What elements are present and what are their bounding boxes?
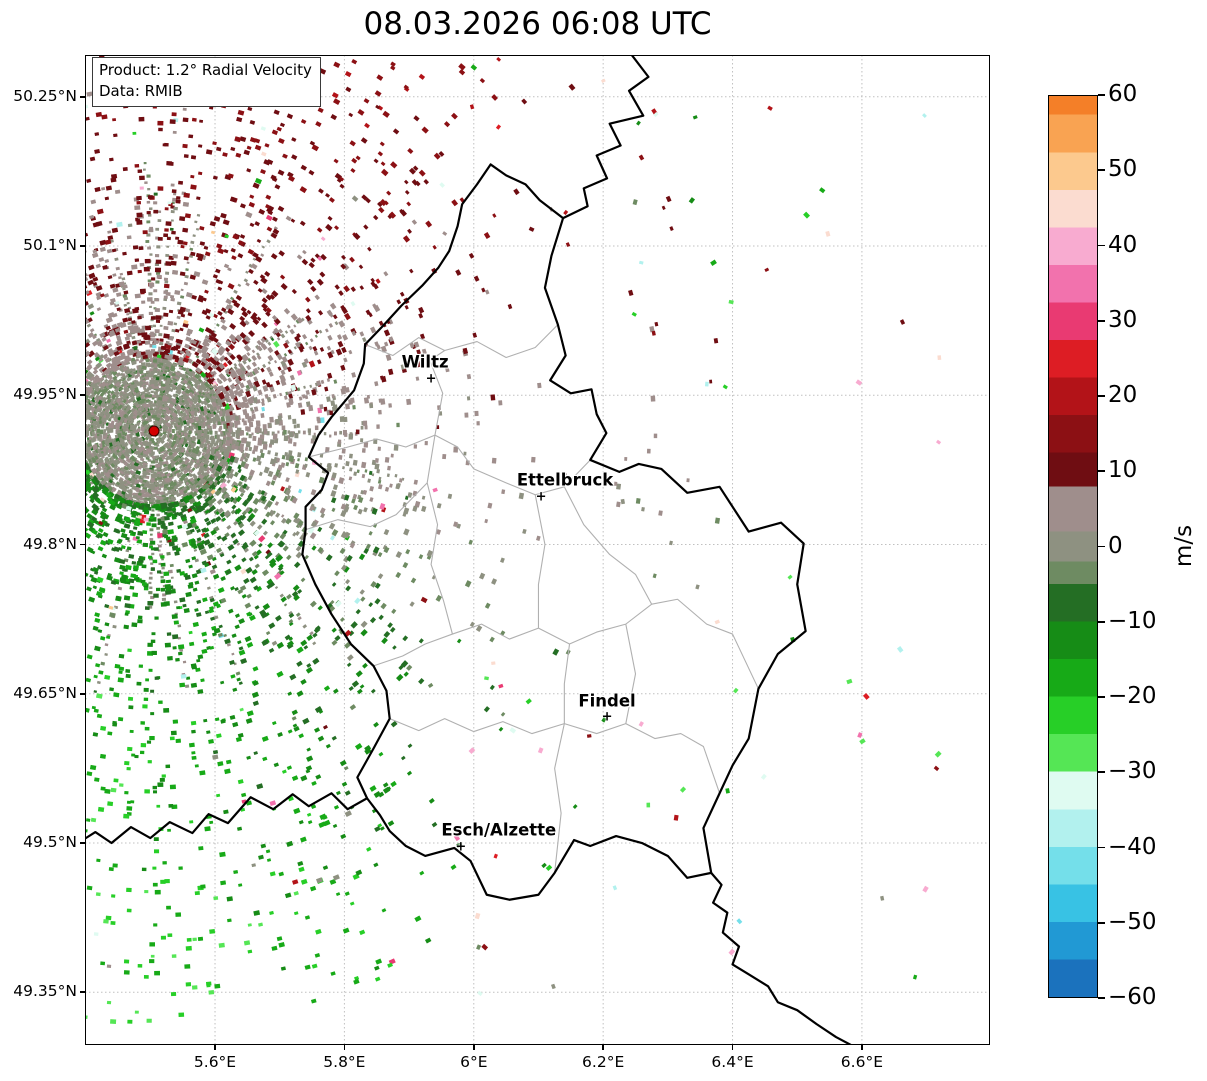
product-info-box: Product: 1.2° Radial Velocity Data: RMIB [92, 57, 321, 107]
colorbar-tick-label: 20 [1108, 382, 1138, 408]
x-axis-tick-label: 6°E [460, 1053, 488, 1071]
colorbar-tick-mark [1098, 244, 1105, 247]
colorbar-unit-label: m/s [1171, 524, 1197, 568]
x-axis-tick-label: 6.4°E [711, 1053, 754, 1071]
y-axis-tick-label: 49.5°N [23, 833, 77, 852]
y-axis-tick-mark [79, 543, 85, 546]
colorbar-tick-mark [1098, 997, 1105, 999]
y-axis-tick-mark [79, 692, 85, 695]
colorbar-tick-mark [1098, 771, 1105, 774]
x-axis-tick-mark [472, 1045, 475, 1050]
x-axis-tick-mark [214, 1045, 216, 1050]
y-axis-tick-label: 49.65°N [13, 683, 77, 702]
y-axis-tick-mark [79, 245, 85, 247]
colorbar-tick-mark [1098, 470, 1105, 473]
radar-map-canvas [85, 55, 990, 1045]
colorbar-tick-label: −20 [1108, 683, 1157, 709]
city-marker-esch-alzette: + [455, 839, 467, 855]
colorbar-tick-mark [1098, 395, 1105, 397]
colorbar-tick-mark [1098, 545, 1105, 548]
colorbar-tick-mark [1098, 620, 1105, 623]
city-marker-findel: + [601, 709, 613, 725]
colorbar-tick-label: 30 [1108, 306, 1138, 333]
colorbar-tick-label: 40 [1108, 231, 1138, 258]
y-axis-tick-mark [79, 95, 85, 98]
y-axis-tick-label: 49.95°N [13, 385, 77, 404]
city-label-esch-alzette: Esch/Alzette [441, 820, 557, 840]
colorbar-tick-label: −50 [1108, 908, 1157, 935]
x-axis-tick-label: 5.8°E [323, 1053, 366, 1071]
colorbar-tick-label: 50 [1108, 156, 1138, 183]
y-axis-tick-label: 50.1°N [23, 236, 77, 255]
product-label: Product: 1.2° Radial Velocity [99, 61, 312, 79]
colorbar-gradient [1049, 96, 1097, 997]
city-marker-wiltz: + [425, 371, 437, 387]
colorbar-tick-label: 60 [1108, 81, 1138, 107]
y-axis-tick-label: 50.25°N [13, 86, 77, 105]
y-axis-tick-mark [79, 394, 85, 397]
colorbar-tick-label: −60 [1108, 984, 1157, 1010]
colorbar-tick-mark [1098, 696, 1105, 698]
x-axis-tick-label: 6.2°E [582, 1053, 625, 1071]
colorbar-tick-label: −10 [1108, 607, 1157, 634]
y-axis-tick-label: 49.35°N [13, 982, 77, 1001]
city-marker-ettelbruck: + [535, 489, 547, 505]
x-axis-tick-mark [731, 1045, 734, 1050]
city-label-wiltz: Wiltz [401, 352, 449, 372]
colorbar-tick-label: 0 [1108, 532, 1123, 559]
x-axis-tick-mark [343, 1045, 346, 1050]
radar-site-marker [148, 425, 160, 437]
city-label-findel: Findel [578, 691, 636, 711]
colorbar-tick-mark [1098, 169, 1105, 172]
y-axis-tick-label: 49.8°N [23, 534, 77, 553]
x-axis-tick-label: 5.6°E [193, 1053, 237, 1071]
x-axis-tick-mark [861, 1045, 863, 1050]
colorbar-tick-mark [1098, 846, 1105, 849]
colorbar [1048, 95, 1098, 998]
y-axis-tick-mark [79, 842, 85, 844]
figure-title: 08.03.2026 06:08 UTC [363, 6, 712, 42]
colorbar-tick-mark [1098, 921, 1105, 924]
colorbar-tick-label: −40 [1108, 833, 1157, 860]
x-axis-tick-mark [602, 1045, 604, 1050]
map-plot: Product: 1.2° Radial Velocity Data: RMIB… [85, 55, 990, 1045]
colorbar-tick-mark [1098, 94, 1105, 96]
city-label-ettelbruck: Ettelbruck [516, 470, 614, 490]
colorbar-tick-mark [1098, 319, 1105, 322]
x-axis-tick-label: 6.6°E [840, 1053, 883, 1071]
y-axis-tick-mark [79, 991, 85, 994]
colorbar-tick-label: 10 [1108, 457, 1138, 484]
data-source-label: Data: RMIB [99, 82, 183, 100]
colorbar-tick-label: −30 [1108, 758, 1157, 785]
